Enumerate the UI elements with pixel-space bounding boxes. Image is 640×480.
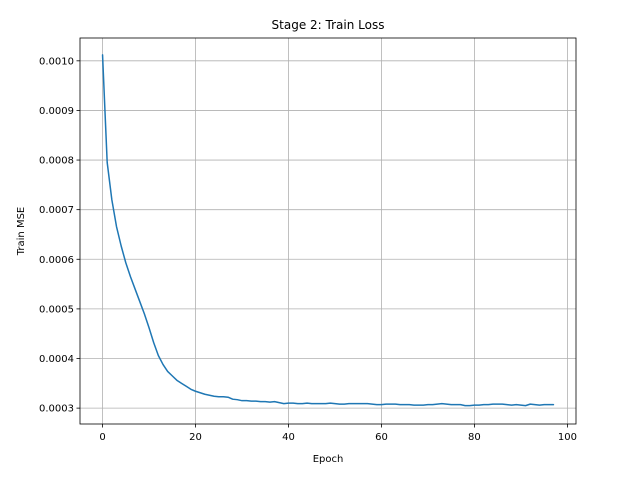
x-tick-label: 20 [189, 432, 202, 443]
chart-title: Stage 2: Train Loss [272, 18, 385, 32]
y-axis: 0.0003 0.0004 0.0005 0.0006 0.0007 0.0008 0.00… [39, 56, 80, 415]
y-tick-label: 0.0006 [39, 255, 74, 266]
x-tick-label: 100 [558, 432, 577, 443]
y-tick-label: 0.0004 [39, 354, 74, 365]
y-axis-label: Train MSE [16, 207, 27, 256]
x-axis-label: Epoch [313, 454, 344, 465]
y-tick-label: 0.0010 [39, 56, 74, 67]
x-tick-label: 80 [468, 432, 481, 443]
series-line [101, 54, 555, 407]
x-tick-label: 40 [282, 432, 295, 443]
y-tick-label: 0.0009 [39, 106, 74, 117]
x-axis: 0 20 40 60 80 100 [99, 424, 577, 443]
y-tick-label: 0.0007 [39, 205, 74, 216]
x-tick-label: 0 [99, 432, 105, 443]
y-tick-label: 0.0003 [39, 404, 74, 415]
plot-frame [79, 37, 577, 425]
y-tick-label: 0.0008 [39, 156, 74, 167]
y-tick-label: 0.0005 [39, 304, 74, 315]
grid [80, 38, 576, 424]
x-tick-label: 60 [375, 432, 388, 443]
